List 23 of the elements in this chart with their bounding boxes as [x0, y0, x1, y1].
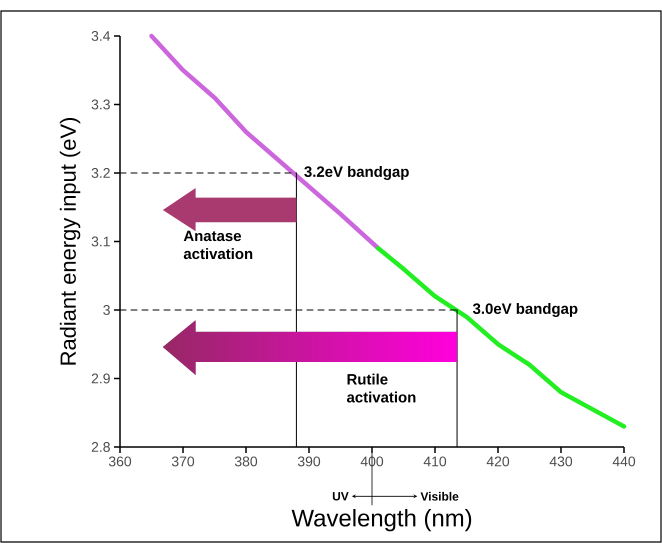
x-tick-label: 420 [486, 456, 510, 466]
x-tick-label: 440 [612, 456, 636, 466]
y-tick-label: 3 [103, 305, 110, 315]
annotation: 3.2eV bandgap [304, 166, 409, 180]
x-tick-label: 360 [108, 456, 132, 466]
annotation: Rutile activation [346, 374, 416, 403]
x-tick-label: 430 [550, 456, 572, 466]
y-tick-label: 3.4 [92, 31, 110, 41]
y-tick-label: 3.3 [92, 100, 110, 110]
x-tick-label: 390 [298, 456, 320, 466]
text: Visible [420, 492, 458, 501]
y-tick-label: 2.9 [92, 374, 110, 384]
annotation: 3.0eV bandgap [472, 302, 578, 317]
x-axis-title: Wavelength (nm) [292, 508, 472, 532]
x-tick-label: 410 [424, 456, 446, 466]
x-tick-label: 370 [172, 456, 194, 466]
text: UV [332, 492, 349, 500]
y-tick-label: 3.2 [92, 168, 110, 178]
x-tick-label: 380 [234, 456, 258, 466]
y-tick-label: 3.1 [92, 236, 110, 246]
y-axis-title: Radiant energy input (eV) [60, 118, 80, 365]
y-tick-label: 2.8 [92, 442, 110, 452]
annotation: Anatase activation [184, 230, 252, 260]
